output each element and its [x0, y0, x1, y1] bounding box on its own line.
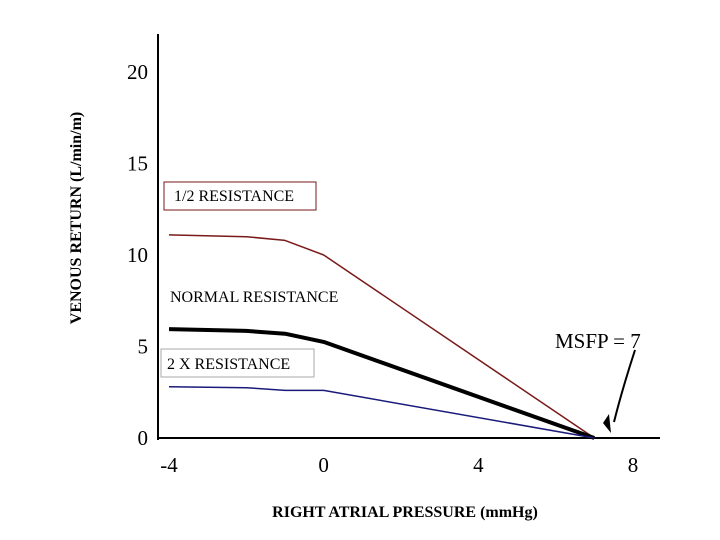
y-tick-label: 5 [138, 335, 149, 359]
x-axis-title: RIGHT ATRIAL PRESSURE (mmHg) [272, 504, 538, 521]
msfp-arrowhead [603, 414, 611, 433]
half-resistance-label-box [163, 181, 317, 211]
half-resistance-label: 1/2 RESISTANCE [174, 188, 294, 205]
y-tick-labels: 0 5 10 15 20 [127, 60, 148, 450]
y-tick-label: 10 [127, 243, 148, 267]
x-tick-labels: -4 0 4 8 [160, 453, 638, 477]
x-tick-label: 0 [318, 453, 329, 477]
normal-resistance-line [168, 327, 595, 440]
msfp-arrow [613, 349, 636, 423]
x-tick-label: 8 [628, 453, 639, 477]
axes [157, 34, 660, 440]
normal-resistance-label: NORMAL RESISTANCE [170, 289, 338, 306]
double-resistance-label-box [160, 348, 315, 378]
double-resistance-line [168, 386, 595, 439]
series-lines [168, 234, 595, 440]
y-tick-label: 0 [138, 426, 149, 450]
double-resistance-label: 2 X RESISTANCE [167, 356, 290, 373]
y-tick-label: 15 [127, 152, 148, 176]
x-tick-label: 4 [473, 453, 484, 477]
msfp-annotation: MSFP = 7 [555, 329, 641, 353]
y-tick-label: 20 [127, 60, 148, 84]
half-resistance-line [168, 234, 595, 439]
y-axis-title: VENOUS RETURN (L/min/m) [68, 112, 85, 324]
x-tick-label: -4 [160, 453, 178, 477]
